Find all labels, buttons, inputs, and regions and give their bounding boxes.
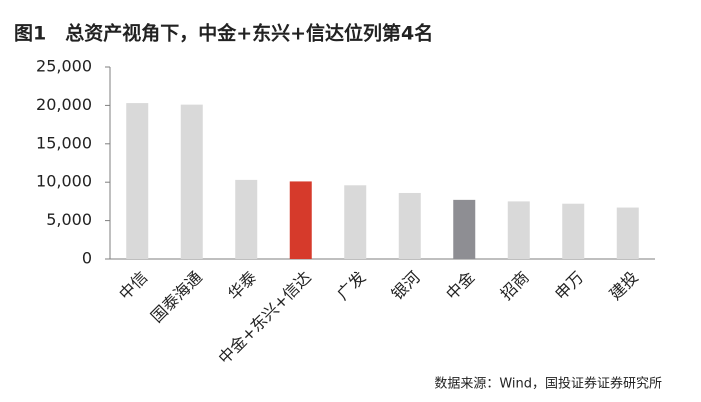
x-tick-label: 华泰 (224, 268, 260, 304)
x-tick-label: 广发 (333, 268, 369, 304)
bar (616, 207, 639, 259)
y-tick-label: 15,000 (36, 133, 92, 152)
bar (344, 185, 367, 259)
x-tick-label: 银河 (388, 268, 424, 304)
x-tick-label: 申万 (551, 268, 587, 304)
bar (507, 201, 530, 259)
y-tick-label: 20,000 (36, 95, 92, 114)
bar (235, 179, 258, 259)
y-tick-label: 25,000 (36, 57, 92, 76)
x-tick-label: 建投 (606, 268, 642, 304)
bar (126, 103, 149, 259)
bar (562, 203, 585, 259)
chart-title: 图1 总资产视角下，中金+东兴+信达位列第4名 (14, 22, 433, 45)
source-note: 数据来源：Wind，国投证券证券研究所 (434, 376, 662, 392)
x-tick-label: 招商 (497, 268, 533, 304)
x-tick-label: 中信 (115, 268, 151, 304)
x-tick-label: 中金 (442, 268, 478, 304)
bar (453, 199, 476, 259)
x-tick-label: 中金+东兴+信达 (214, 268, 314, 368)
bar (398, 192, 421, 259)
bar (289, 181, 312, 259)
y-tick-label: 10,000 (36, 172, 92, 191)
bar (180, 104, 203, 259)
y-tick-label: 0 (82, 249, 92, 268)
x-tick-label: 国泰海通 (147, 268, 206, 327)
y-tick-label: 5,000 (46, 210, 92, 229)
